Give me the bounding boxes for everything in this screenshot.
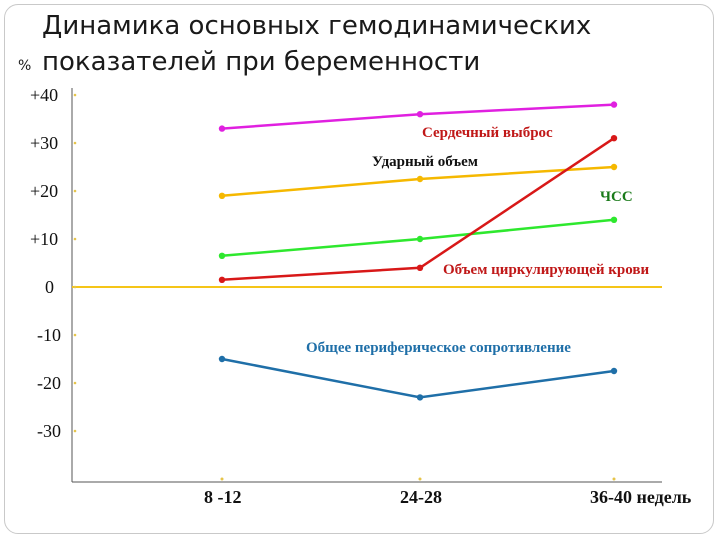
y-tick-label: -10: [37, 325, 61, 345]
data-point: [610, 367, 618, 375]
y-unit-label: %: [18, 58, 32, 74]
y-tick-mark: [73, 429, 77, 433]
y-tick-mark: [73, 189, 77, 193]
slide-frame: [4, 4, 714, 534]
data-point: [610, 101, 618, 108]
y-tick-label: -30: [37, 421, 61, 441]
x-tick-label: 24-28: [400, 487, 442, 507]
series-label: Объем циркулирующей крови: [443, 262, 649, 278]
x-tick-mark: [612, 477, 616, 481]
data-point: [218, 252, 226, 259]
y-tick-label: +30: [30, 133, 58, 153]
chart-title: Динамика основных гемодинамических показ…: [42, 8, 682, 80]
data-point: [218, 276, 226, 283]
series-label: Ударный объем: [372, 154, 478, 170]
y-tick-label: +20: [30, 181, 58, 201]
data-point: [218, 125, 226, 132]
series-label: Сердечный выброс: [422, 125, 553, 141]
y-tick-mark: [73, 141, 77, 145]
y-tick-mark: [73, 93, 77, 97]
y-tick-label: +10: [30, 229, 58, 249]
data-point: [416, 111, 424, 118]
series-label: Общее периферическое сопротивление: [306, 340, 571, 356]
y-tick-mark: [73, 381, 77, 385]
y-tick-label: -20: [37, 373, 61, 393]
data-point: [610, 216, 618, 223]
data-point: [416, 264, 424, 271]
y-tick-mark: [73, 333, 77, 337]
title-line-2: показателей при беременности: [42, 47, 481, 77]
data-point: [218, 192, 226, 199]
y-tick-mark: [73, 285, 77, 289]
title-line-1: Динамика основных гемодинамических: [42, 11, 592, 41]
y-tick-label: +40: [30, 85, 58, 105]
x-tick-label: 36-40 недель: [590, 487, 692, 507]
y-tick-label: 0: [45, 277, 54, 297]
data-point: [416, 394, 424, 401]
data-point: [416, 235, 424, 243]
y-tick-mark: [73, 237, 77, 241]
x-tick-mark: [418, 477, 422, 481]
data-point: [610, 135, 618, 142]
data-point: [610, 163, 618, 171]
x-tick-label: 8 -12: [204, 487, 242, 507]
series-line: [221, 357, 615, 399]
data-point: [218, 355, 226, 363]
x-tick-mark: [220, 477, 224, 481]
data-point: [416, 175, 424, 183]
series-label: ЧСС: [600, 189, 633, 205]
